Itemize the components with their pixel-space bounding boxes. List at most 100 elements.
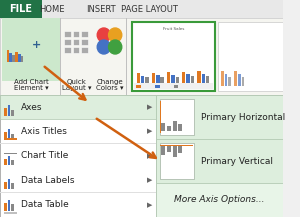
Bar xyxy=(0,0,41,18)
Bar xyxy=(73,47,79,53)
Bar xyxy=(8,200,10,211)
Bar xyxy=(160,101,161,133)
Bar xyxy=(4,212,17,214)
Bar xyxy=(160,99,194,135)
Text: Data Table: Data Table xyxy=(21,200,68,209)
Bar xyxy=(176,77,179,83)
Text: ▶: ▶ xyxy=(147,202,153,208)
Circle shape xyxy=(109,28,122,42)
Bar xyxy=(156,183,283,217)
Bar xyxy=(92,18,93,95)
Bar xyxy=(197,71,201,83)
Bar xyxy=(0,95,156,119)
Bar xyxy=(11,182,14,189)
Bar xyxy=(191,76,194,83)
Bar xyxy=(218,22,283,91)
Bar xyxy=(186,74,190,83)
Bar xyxy=(156,75,160,83)
Circle shape xyxy=(97,28,110,42)
Bar xyxy=(155,85,160,88)
Bar xyxy=(132,22,215,91)
Bar xyxy=(8,129,10,139)
Bar xyxy=(127,18,128,95)
Bar xyxy=(0,18,283,95)
Bar xyxy=(238,74,241,86)
Circle shape xyxy=(109,40,122,54)
Bar xyxy=(8,156,10,165)
Bar xyxy=(160,143,194,179)
Bar xyxy=(73,31,79,37)
Bar xyxy=(242,77,244,86)
Bar xyxy=(11,110,14,116)
Text: PAGE LAYOUT: PAGE LAYOUT xyxy=(121,5,178,13)
Text: More Axis Options...: More Axis Options... xyxy=(174,196,265,204)
Bar xyxy=(64,47,71,53)
Bar xyxy=(167,145,171,152)
Bar xyxy=(225,74,227,86)
Bar xyxy=(228,77,231,86)
Bar xyxy=(21,56,23,62)
Text: Chart Title: Chart Title xyxy=(21,151,68,161)
Bar xyxy=(156,139,283,183)
Bar xyxy=(167,125,171,131)
Bar xyxy=(156,95,283,217)
Bar xyxy=(12,55,15,62)
Bar xyxy=(173,121,176,131)
Text: ▶: ▶ xyxy=(147,129,153,135)
Text: Axes: Axes xyxy=(21,103,42,112)
Bar xyxy=(4,182,7,189)
Text: Data Labels: Data Labels xyxy=(21,176,74,185)
Bar xyxy=(0,192,156,193)
Bar xyxy=(0,0,283,18)
Bar xyxy=(161,123,165,131)
Bar xyxy=(182,72,185,83)
Bar xyxy=(234,71,237,86)
Bar xyxy=(64,31,71,37)
Bar xyxy=(18,54,21,62)
Text: FILE: FILE xyxy=(9,4,32,14)
Bar xyxy=(2,18,60,81)
Text: INSERT: INSERT xyxy=(86,5,116,13)
Bar xyxy=(11,204,14,211)
Bar xyxy=(9,53,12,62)
Bar xyxy=(173,145,176,157)
Bar xyxy=(11,160,14,165)
Bar xyxy=(11,134,14,139)
Bar xyxy=(178,124,182,131)
Text: Colors ▾: Colors ▾ xyxy=(96,85,123,91)
Bar xyxy=(171,75,175,83)
Bar xyxy=(8,179,10,189)
Bar xyxy=(0,143,156,144)
Bar xyxy=(4,132,7,139)
Bar xyxy=(137,73,140,83)
Bar xyxy=(81,39,88,45)
Text: Layout ▾: Layout ▾ xyxy=(62,85,91,91)
Bar xyxy=(4,108,7,116)
Bar xyxy=(221,71,224,86)
Text: HOME: HOME xyxy=(39,5,65,13)
Text: Change: Change xyxy=(96,79,123,85)
Text: Element ▾: Element ▾ xyxy=(14,85,49,91)
Bar xyxy=(167,72,170,83)
Bar xyxy=(156,95,283,139)
Text: Primary Horizontal: Primary Horizontal xyxy=(201,112,285,122)
Bar xyxy=(15,52,18,62)
Bar xyxy=(73,39,79,45)
Circle shape xyxy=(97,40,110,54)
Text: ▶: ▶ xyxy=(147,153,153,159)
Bar xyxy=(4,203,7,211)
Bar xyxy=(141,76,144,83)
Bar xyxy=(136,85,141,88)
Bar xyxy=(134,83,213,89)
Bar xyxy=(4,159,7,165)
Bar xyxy=(146,77,149,83)
Bar xyxy=(4,153,17,154)
Text: Axis Titles: Axis Titles xyxy=(21,127,67,136)
Bar xyxy=(202,74,205,83)
Bar xyxy=(178,145,182,153)
Bar xyxy=(160,77,164,83)
Text: Primary Vertical: Primary Vertical xyxy=(201,156,273,166)
Text: ▶: ▶ xyxy=(147,178,153,183)
Bar xyxy=(152,73,155,83)
Text: +: + xyxy=(32,40,41,50)
